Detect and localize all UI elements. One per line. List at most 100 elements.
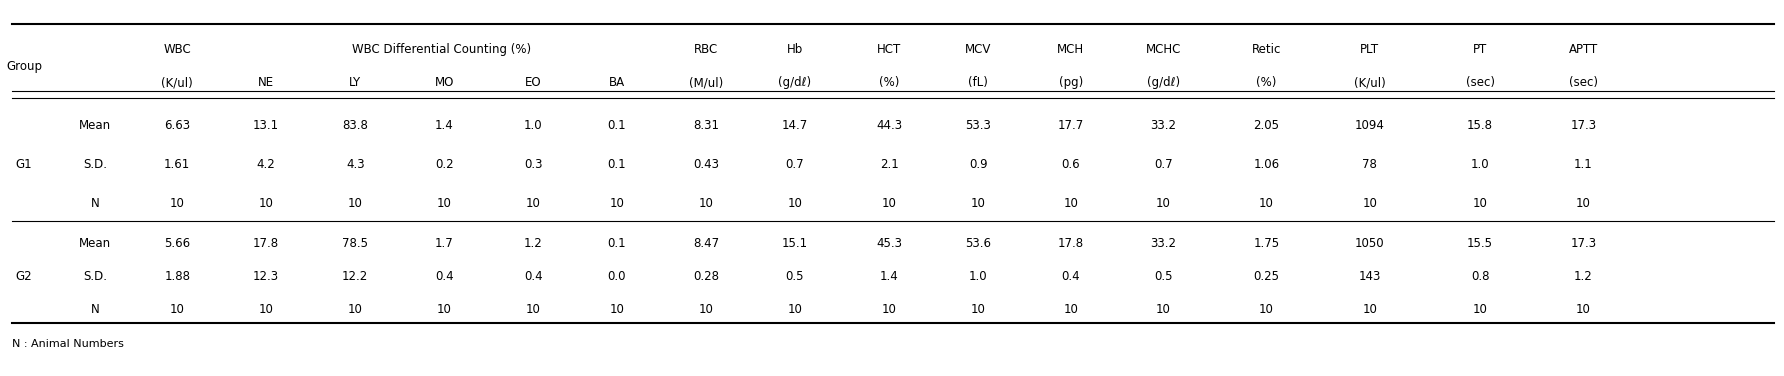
Text: MCH: MCH	[1058, 43, 1085, 56]
Text: 8.47: 8.47	[692, 237, 719, 250]
Text: 1.2: 1.2	[1573, 270, 1593, 283]
Text: Mean: Mean	[78, 119, 111, 132]
Text: (K/ul): (K/ul)	[1354, 76, 1386, 89]
Text: 10: 10	[1260, 197, 1274, 210]
Text: HCT: HCT	[878, 43, 901, 56]
Text: 83.8: 83.8	[343, 119, 368, 132]
Text: 33.2: 33.2	[1151, 237, 1176, 250]
Text: (fL): (fL)	[969, 76, 988, 89]
Text: 13.1: 13.1	[253, 119, 280, 132]
Text: 44.3: 44.3	[876, 119, 903, 132]
Text: 33.2: 33.2	[1151, 119, 1176, 132]
Text: 10: 10	[526, 303, 541, 316]
Text: 12.2: 12.2	[343, 270, 368, 283]
Text: 10: 10	[1063, 197, 1078, 210]
Text: RBC: RBC	[694, 43, 717, 56]
Text: 5.66: 5.66	[164, 237, 191, 250]
Text: 15.1: 15.1	[781, 237, 808, 250]
Text: G2: G2	[16, 270, 32, 283]
Text: EO: EO	[524, 76, 542, 89]
Text: 10: 10	[526, 197, 541, 210]
Text: 10: 10	[698, 197, 714, 210]
Text: WBC: WBC	[164, 43, 191, 56]
Text: 1.0: 1.0	[524, 119, 542, 132]
Text: 143: 143	[1358, 270, 1381, 283]
Text: 0.7: 0.7	[785, 158, 805, 171]
Text: Hb: Hb	[787, 43, 803, 56]
Text: 10: 10	[1156, 303, 1170, 316]
Text: 10: 10	[259, 197, 273, 210]
Text: 0.6: 0.6	[1061, 158, 1079, 171]
Text: 10: 10	[1260, 303, 1274, 316]
Text: N: N	[91, 303, 100, 316]
Text: MCV: MCV	[965, 43, 992, 56]
Text: (%): (%)	[880, 76, 899, 89]
Text: 2.05: 2.05	[1254, 119, 1279, 132]
Text: 17.3: 17.3	[1570, 119, 1597, 132]
Text: 0.4: 0.4	[524, 270, 542, 283]
Text: 0.8: 0.8	[1470, 270, 1490, 283]
Text: 10: 10	[437, 197, 451, 210]
Text: 0.25: 0.25	[1254, 270, 1279, 283]
Text: (sec): (sec)	[1568, 76, 1598, 89]
Text: (sec): (sec)	[1465, 76, 1495, 89]
Text: 1.7: 1.7	[435, 237, 453, 250]
Text: 1.0: 1.0	[969, 270, 988, 283]
Text: 53.3: 53.3	[965, 119, 992, 132]
Text: 1.06: 1.06	[1254, 158, 1279, 171]
Text: 10: 10	[610, 303, 624, 316]
Text: 1.2: 1.2	[524, 237, 542, 250]
Text: 10: 10	[169, 303, 186, 316]
Text: (M/ul): (M/ul)	[689, 76, 723, 89]
Text: 10: 10	[1472, 303, 1488, 316]
Text: 1.88: 1.88	[164, 270, 191, 283]
Text: 1050: 1050	[1354, 237, 1384, 250]
Text: 10: 10	[1472, 197, 1488, 210]
Text: 0.28: 0.28	[692, 270, 719, 283]
Text: 1.1: 1.1	[1573, 158, 1593, 171]
Text: 8.31: 8.31	[692, 119, 719, 132]
Text: S.D.: S.D.	[84, 270, 107, 283]
Text: 1.0: 1.0	[1470, 158, 1490, 171]
Text: 10: 10	[1575, 197, 1591, 210]
Text: 0.4: 0.4	[435, 270, 453, 283]
Text: BA: BA	[608, 76, 624, 89]
Text: 17.8: 17.8	[1058, 237, 1083, 250]
Text: MO: MO	[435, 76, 453, 89]
Text: 10: 10	[437, 303, 451, 316]
Text: 4.2: 4.2	[257, 158, 275, 171]
Text: S.D.: S.D.	[84, 158, 107, 171]
Text: Group: Group	[5, 60, 43, 73]
Text: Mean: Mean	[78, 237, 111, 250]
Text: (g/dℓ): (g/dℓ)	[1147, 76, 1179, 89]
Text: (pg): (pg)	[1058, 76, 1083, 89]
Text: 0.9: 0.9	[969, 158, 988, 171]
Text: 12.3: 12.3	[253, 270, 280, 283]
Text: 78: 78	[1363, 158, 1377, 171]
Text: (g/dℓ): (g/dℓ)	[778, 76, 812, 89]
Text: 2.1: 2.1	[880, 158, 899, 171]
Text: 0.5: 0.5	[785, 270, 805, 283]
Text: PT: PT	[1474, 43, 1488, 56]
Text: 0.5: 0.5	[1154, 270, 1172, 283]
Text: 10: 10	[348, 303, 362, 316]
Text: N: N	[91, 197, 100, 210]
Text: 0.1: 0.1	[608, 237, 626, 250]
Text: APTT: APTT	[1568, 43, 1598, 56]
Text: 1.75: 1.75	[1254, 237, 1279, 250]
Text: 10: 10	[1063, 303, 1078, 316]
Text: 10: 10	[787, 303, 803, 316]
Text: 10: 10	[1363, 197, 1377, 210]
Text: 10: 10	[1156, 197, 1170, 210]
Text: WBC Differential Counting (%): WBC Differential Counting (%)	[351, 43, 532, 56]
Text: 10: 10	[1363, 303, 1377, 316]
Text: 1.61: 1.61	[164, 158, 191, 171]
Text: G1: G1	[16, 158, 32, 171]
Text: (K/ul): (K/ul)	[161, 76, 193, 89]
Text: 10: 10	[970, 197, 985, 210]
Text: 0.1: 0.1	[608, 158, 626, 171]
Text: 10: 10	[1575, 303, 1591, 316]
Text: 10: 10	[259, 303, 273, 316]
Text: 0.7: 0.7	[1154, 158, 1172, 171]
Text: 17.8: 17.8	[253, 237, 280, 250]
